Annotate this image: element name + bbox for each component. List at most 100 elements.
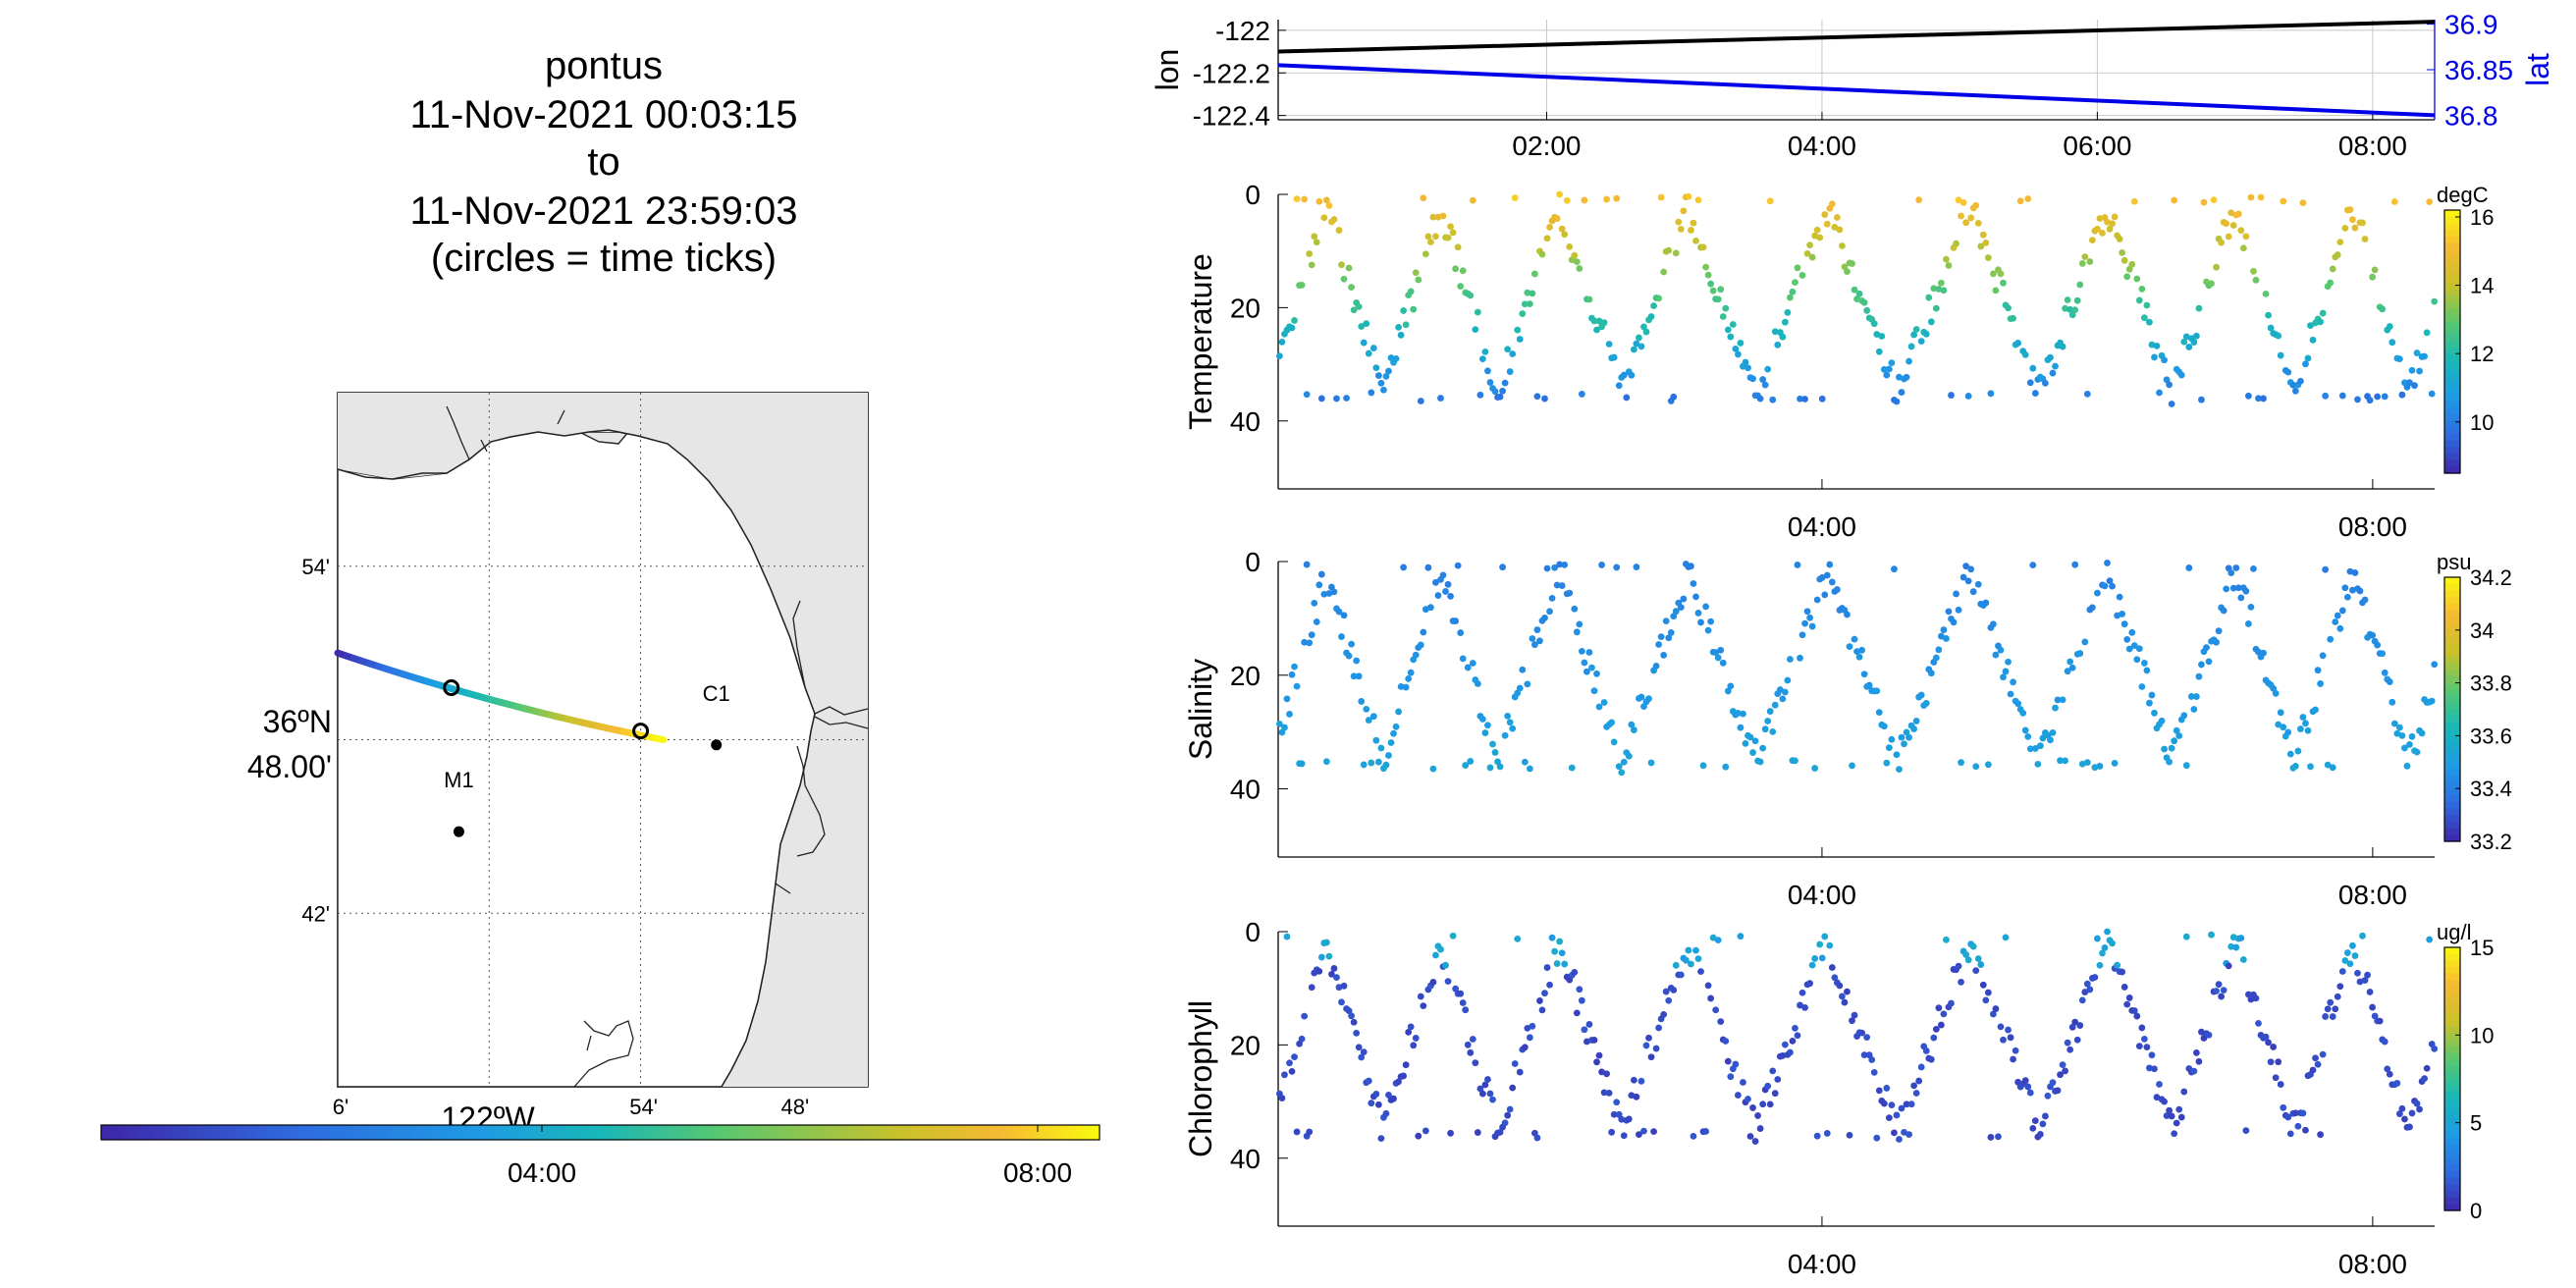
data-point [2173, 726, 2180, 734]
data-point [1846, 643, 1853, 651]
data-point [1640, 1127, 1647, 1135]
data-point [1605, 1089, 1613, 1097]
data-point [2014, 340, 2022, 347]
data-point [1412, 269, 1420, 277]
data-point [1761, 381, 1769, 389]
data-point [1355, 672, 1363, 680]
data-point [1915, 196, 1923, 204]
data-point [1917, 338, 1925, 346]
data-point [1454, 243, 1462, 251]
data-point [2106, 577, 2114, 585]
colorbar-segment [2444, 381, 2460, 389]
colorbar-segment [2444, 999, 2460, 1007]
data-point [2369, 631, 2377, 639]
depth-tick-label: 0 [1245, 547, 1261, 577]
colorbar-segment [2444, 216, 2460, 224]
data-point [2039, 1120, 2047, 1128]
data-point [2000, 1036, 2007, 1044]
colorbar-segment [2444, 953, 2460, 961]
data-point [2208, 931, 2215, 939]
data-point [1368, 759, 1375, 767]
data-point [1605, 341, 1613, 348]
data-point [1898, 1104, 1905, 1112]
data-point [2101, 582, 2109, 590]
data-point [1677, 604, 1685, 612]
data-point [2119, 611, 2126, 617]
data-point [1491, 749, 1499, 756]
harbor-south [573, 1020, 634, 1088]
data-point [1322, 196, 1330, 204]
data-point [1553, 960, 1561, 967]
data-point [2010, 314, 2016, 322]
data-point [1722, 304, 1730, 312]
data-point [1457, 990, 1465, 997]
data-point [1360, 1048, 1368, 1056]
data-point [1940, 1010, 1948, 1018]
colorbar-segment [2444, 255, 2460, 264]
data-point [1610, 1110, 1618, 1118]
data-point [2109, 939, 2116, 947]
data-point [2361, 236, 2369, 242]
data-point [2262, 290, 2270, 297]
data-point [1707, 617, 1715, 625]
data-point [2252, 276, 2260, 284]
data-point [1317, 570, 1325, 578]
data-point [1333, 974, 1340, 982]
time-tick-circle [443, 678, 460, 696]
data-point [2260, 649, 2267, 657]
data-point [1506, 719, 1514, 726]
data-point [2135, 1043, 2143, 1050]
data-point [2034, 760, 2042, 768]
data-point [1529, 1022, 1536, 1030]
data-point [1600, 319, 1608, 327]
data-point [1636, 1131, 1642, 1138]
colorbar-segment [2444, 755, 2460, 763]
data-point [1675, 218, 1683, 226]
data-point [1543, 964, 1551, 971]
data-point [1630, 1076, 1637, 1084]
data-point [1759, 1100, 1767, 1108]
colorbar-frame [2443, 209, 2461, 474]
colorbar-segment [2444, 834, 2460, 842]
data-point [1727, 333, 1735, 341]
data-point [2343, 593, 2351, 601]
data-point [1893, 398, 1901, 405]
data-point [2229, 222, 2237, 229]
data-point [2071, 1018, 2079, 1026]
data-point [1519, 310, 1527, 317]
colorbar-segment [2444, 1085, 2460, 1093]
data-point [1997, 646, 2005, 654]
data-point [1787, 1048, 1794, 1056]
data-point [1907, 1100, 1915, 1108]
data-point [2071, 306, 2079, 313]
colorbar-segment [2444, 1157, 2460, 1165]
station-marker [453, 826, 464, 837]
data-point [1910, 1082, 1918, 1090]
data-point [2208, 280, 2215, 288]
lon-tick-label: -122.4 [1193, 101, 1270, 132]
data-point [2153, 342, 2161, 349]
lon-axis-label: lon [1150, 49, 1185, 91]
data-point [1704, 982, 1712, 990]
data-point [2413, 349, 2421, 356]
data-point [2203, 644, 2210, 652]
data-point [2307, 763, 2314, 771]
data-point [2078, 996, 2086, 1004]
data-point [2166, 1106, 2174, 1114]
data-point [1553, 581, 1561, 589]
data-point [2019, 709, 2027, 717]
temperature-panel: 0 20 40 04:00 08:00 Temperature 16 14 12 10 degC [1183, 180, 2494, 542]
time-tick-circle [632, 723, 650, 740]
data-point [2052, 704, 2059, 712]
data-point [1896, 1136, 1903, 1143]
data-point [1608, 1128, 1616, 1136]
time-tick-label: 08:00 [2338, 131, 2407, 161]
station-marker [711, 739, 723, 751]
colorbar-segment [2444, 1104, 2460, 1113]
data-point [2138, 1024, 2146, 1032]
data-point [2138, 285, 2146, 293]
data-point [2426, 936, 2434, 943]
data-point [2250, 564, 2257, 572]
data-point [1885, 365, 1893, 373]
